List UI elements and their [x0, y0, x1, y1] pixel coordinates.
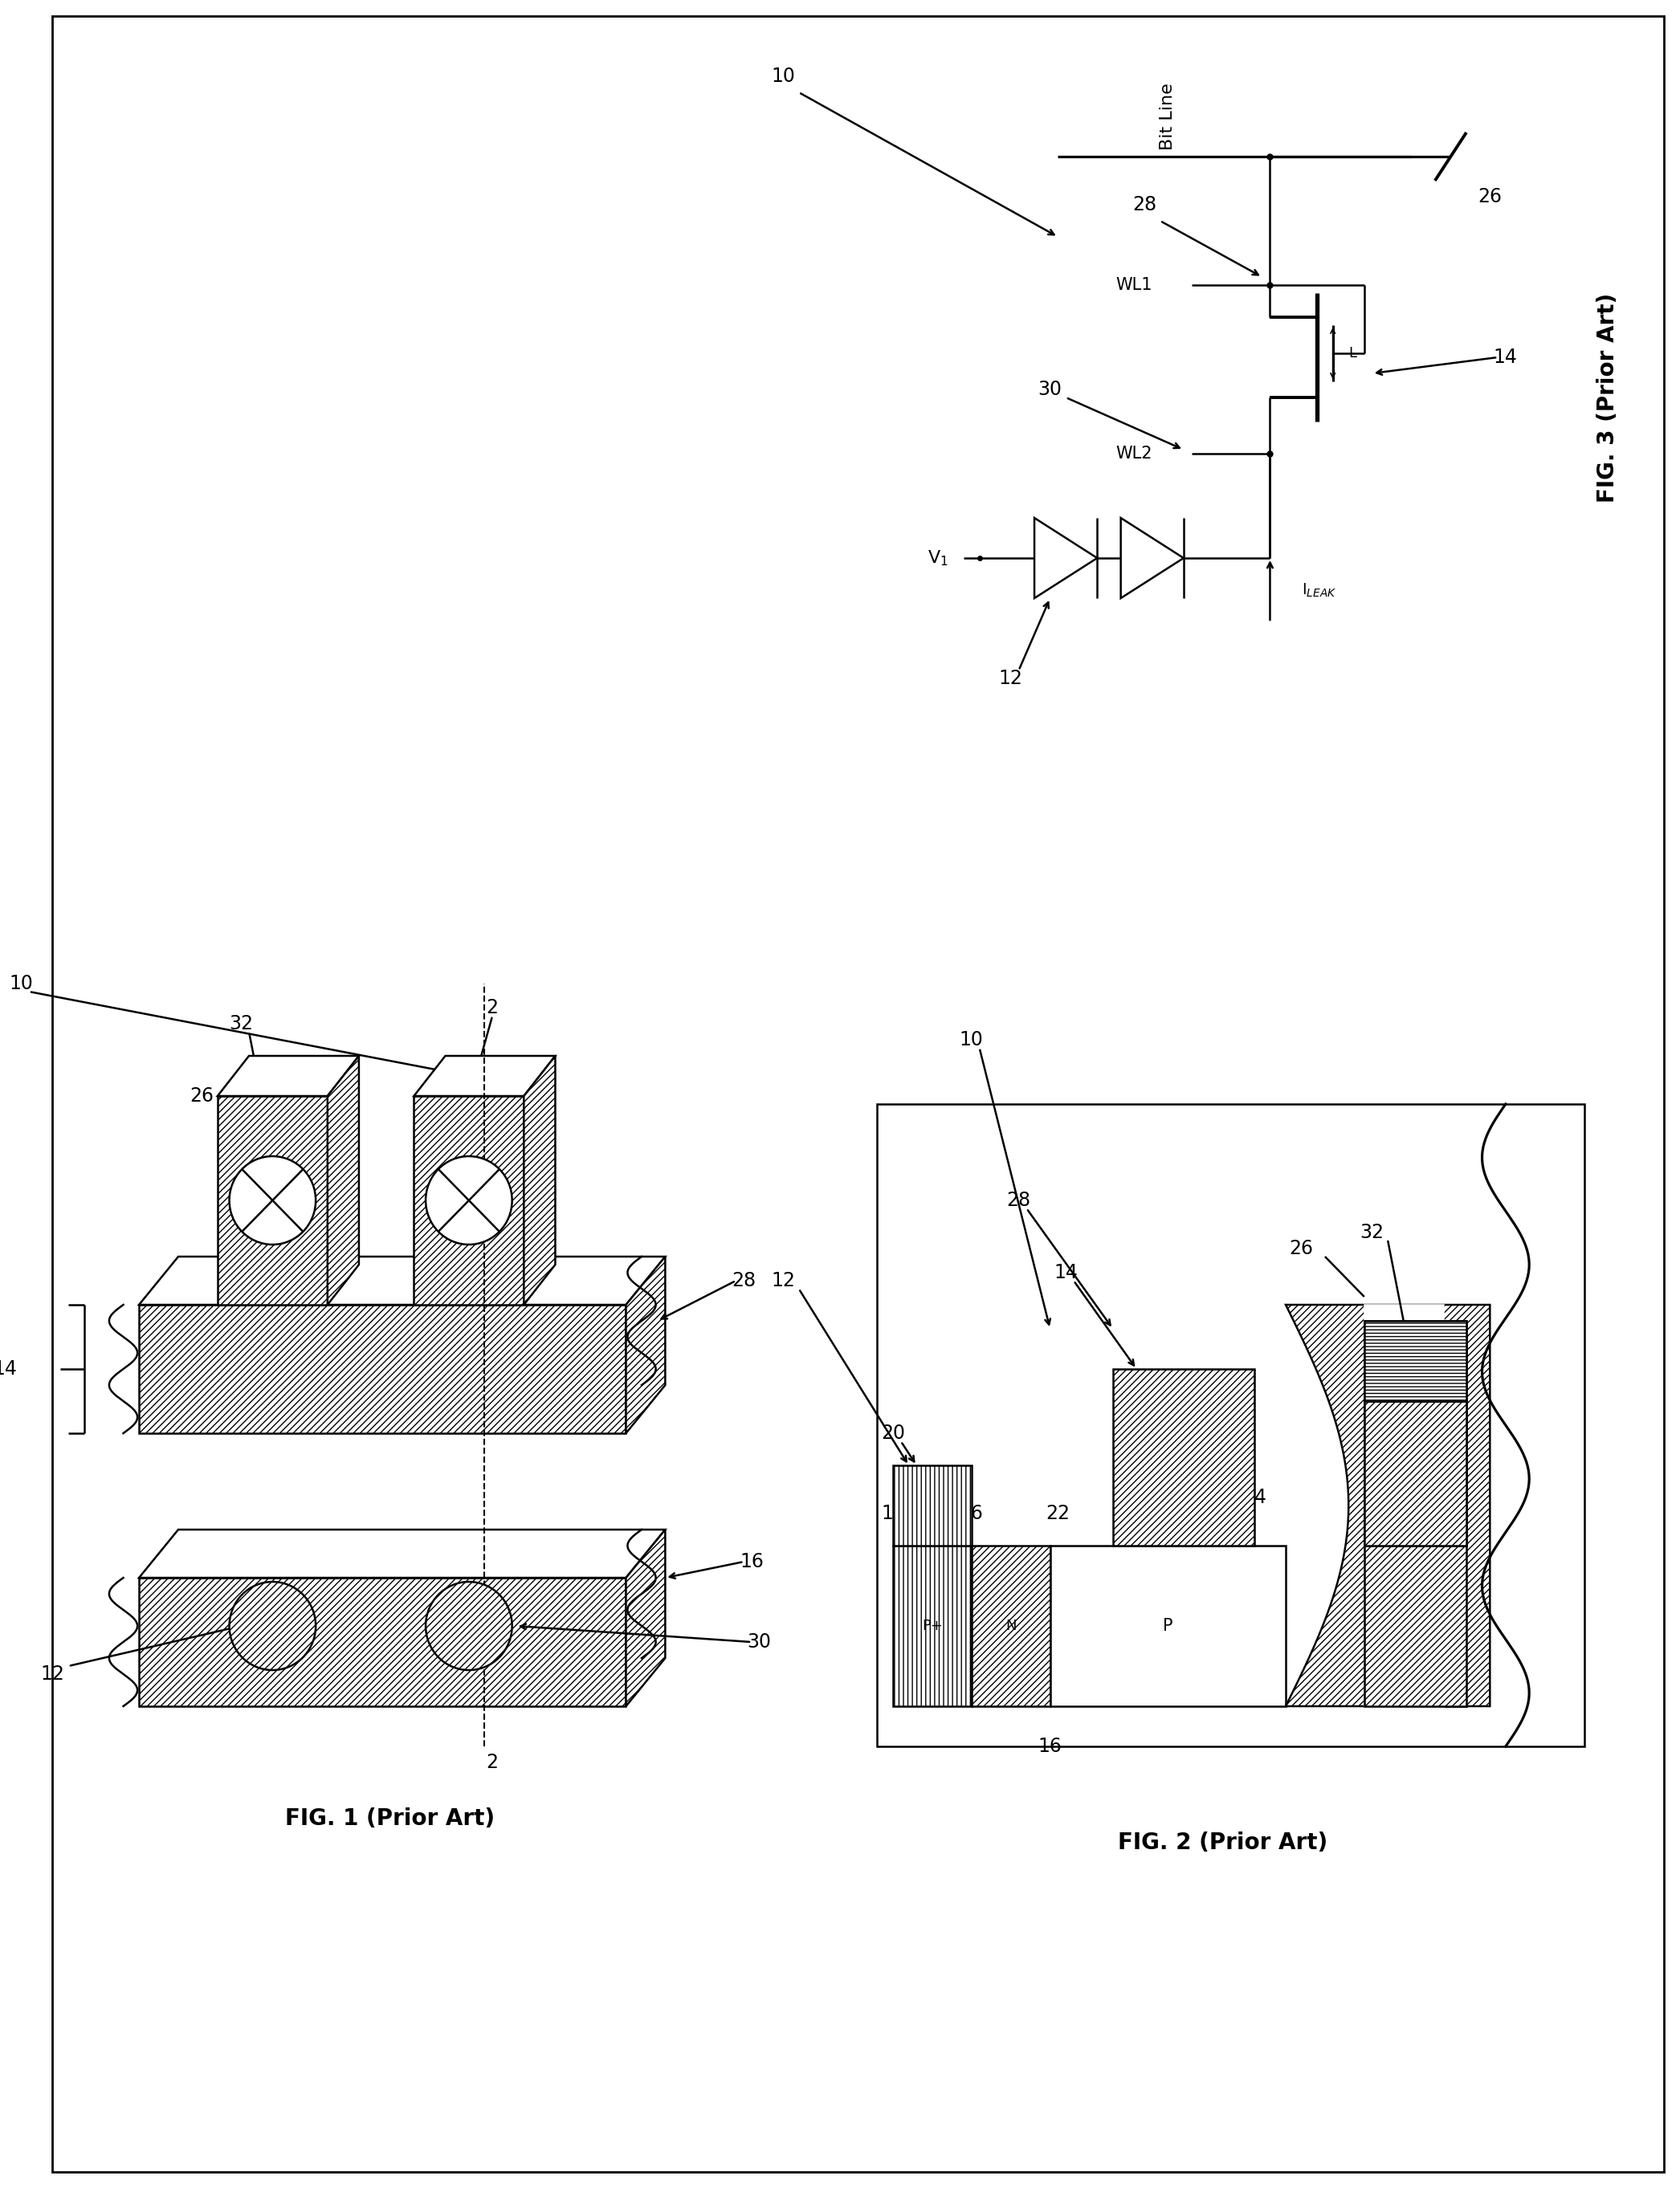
Text: 20: 20: [880, 1424, 906, 1442]
Text: P: P: [1163, 1617, 1173, 1634]
Text: 16: 16: [1038, 1737, 1062, 1757]
Circle shape: [425, 1582, 512, 1669]
Bar: [1364, 1545, 1467, 1707]
Polygon shape: [413, 1057, 556, 1096]
Polygon shape: [1035, 519, 1097, 597]
Bar: [1364, 1400, 1467, 1545]
Text: N+: N+: [1401, 1466, 1421, 1481]
Text: 32: 32: [228, 1013, 254, 1033]
Text: 14: 14: [1494, 348, 1517, 368]
Bar: [413, 1096, 524, 1304]
Bar: [1364, 1322, 1467, 1400]
Circle shape: [425, 1155, 512, 1245]
Text: 2: 2: [487, 1753, 499, 1772]
Bar: [1050, 1545, 1285, 1707]
Polygon shape: [139, 1304, 627, 1433]
Text: 14: 14: [1053, 1262, 1079, 1282]
Text: P-sub: P-sub: [1366, 1418, 1411, 1433]
Text: FIG. 3 (Prior Art): FIG. 3 (Prior Art): [1596, 293, 1620, 503]
Polygon shape: [328, 1057, 360, 1304]
Text: WL2: WL2: [1116, 446, 1152, 462]
Text: 26: 26: [1478, 188, 1502, 206]
Polygon shape: [524, 1057, 556, 1304]
Text: N: N: [1005, 1619, 1016, 1632]
Polygon shape: [627, 1529, 665, 1707]
Polygon shape: [139, 1529, 665, 1578]
Polygon shape: [139, 1256, 665, 1304]
Bar: [1364, 1322, 1467, 1400]
Text: 18: 18: [880, 1503, 906, 1523]
Text: 12: 12: [771, 1271, 795, 1291]
Text: 24: 24: [1242, 1488, 1267, 1508]
Bar: [971, 1545, 1050, 1707]
Text: 12: 12: [40, 1665, 64, 1685]
Text: 22: 22: [1047, 1503, 1070, 1523]
Text: 28: 28: [1006, 1190, 1032, 1210]
Bar: [894, 1466, 971, 1545]
Bar: [217, 1096, 328, 1304]
Polygon shape: [1285, 1304, 1490, 1707]
Bar: [1403, 1545, 1467, 1707]
Bar: [1364, 1304, 1443, 1707]
Text: 14: 14: [0, 1359, 17, 1378]
Polygon shape: [1121, 519, 1184, 597]
Circle shape: [228, 1582, 316, 1669]
Text: N+: N+: [1401, 1626, 1421, 1641]
Polygon shape: [627, 1256, 665, 1433]
Text: I$_{LEAK}$: I$_{LEAK}$: [1302, 582, 1336, 600]
Text: 30: 30: [748, 1632, 771, 1652]
Text: N+: N+: [1425, 1643, 1445, 1656]
Text: 32: 32: [1361, 1223, 1384, 1243]
Text: Bit Line: Bit Line: [1159, 83, 1176, 151]
Bar: [894, 1545, 971, 1707]
Text: 12: 12: [1000, 670, 1023, 687]
Text: 30: 30: [1038, 381, 1062, 398]
Text: L: L: [1349, 346, 1356, 361]
Text: 16: 16: [739, 1551, 764, 1571]
Text: 34: 34: [1174, 1451, 1193, 1466]
Polygon shape: [139, 1578, 627, 1707]
Text: 16: 16: [959, 1503, 983, 1523]
Text: FIG. 1 (Prior Art): FIG. 1 (Prior Art): [286, 1807, 496, 1829]
Text: 10: 10: [8, 974, 34, 993]
Bar: [1364, 1400, 1467, 1545]
Text: 10: 10: [771, 66, 795, 85]
Text: 10: 10: [959, 1031, 983, 1050]
Bar: [877, 1105, 1584, 1746]
Bar: [1112, 1370, 1255, 1545]
Circle shape: [228, 1155, 316, 1245]
Text: 28: 28: [1132, 195, 1156, 214]
Text: V$_1$: V$_1$: [927, 549, 948, 567]
Text: 2: 2: [487, 998, 499, 1017]
Text: WL1: WL1: [1116, 278, 1152, 293]
Text: P+: P+: [922, 1619, 942, 1632]
Text: 26: 26: [1289, 1238, 1314, 1258]
Text: FIG. 2 (Prior Art): FIG. 2 (Prior Art): [1117, 1831, 1327, 1853]
Text: 26: 26: [190, 1087, 213, 1105]
Text: 28: 28: [732, 1271, 756, 1291]
Polygon shape: [217, 1057, 360, 1096]
